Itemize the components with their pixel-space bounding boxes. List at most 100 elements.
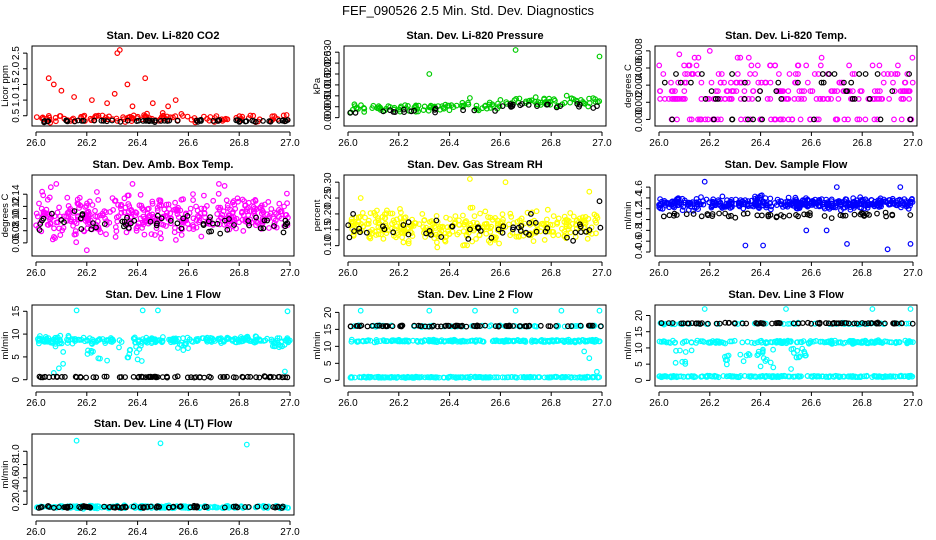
data-point [874, 88, 881, 94]
data-point [502, 179, 509, 186]
data-point [204, 338, 211, 345]
data-point [40, 192, 47, 199]
data-point-secondary [865, 320, 872, 327]
data-point [132, 209, 139, 216]
data-point [45, 75, 52, 82]
data-point [679, 358, 686, 365]
data-point-secondary [725, 320, 732, 326]
data-point [785, 116, 792, 123]
data-point [389, 210, 396, 217]
data-point-secondary [251, 118, 257, 125]
data-point-secondary [78, 226, 85, 232]
data-point-secondary [207, 214, 214, 221]
data-point [904, 338, 911, 345]
y-axis-label: ml/min [0, 461, 11, 489]
y-tick-label: 0.025 [323, 50, 334, 75]
data-point [892, 71, 899, 77]
data-point [594, 374, 601, 381]
data-point-secondary [63, 117, 70, 124]
data-point-secondary [709, 211, 716, 217]
y-tick-label: 10 [11, 328, 22, 340]
data-point [159, 338, 166, 345]
data-point-secondary [500, 223, 507, 230]
data-point [489, 338, 496, 345]
data-point [165, 201, 172, 208]
data-point-secondary [363, 229, 370, 236]
data-point [672, 88, 678, 94]
data-point [592, 217, 599, 224]
x-tick-label: 26.6 [802, 138, 822, 149]
x-tick-label: 26.4 [751, 398, 771, 409]
data-point [365, 337, 372, 344]
x-tick-label: 26.4 [440, 268, 460, 279]
data-point-secondary [387, 107, 393, 114]
data-point [266, 225, 272, 231]
data-point-secondary [281, 118, 288, 125]
data-point [165, 103, 172, 110]
x-tick-label: 26.0 [338, 138, 358, 149]
data-point [445, 228, 451, 235]
data-point [376, 105, 382, 112]
data-point-secondary [214, 117, 221, 124]
data-point [763, 373, 770, 379]
data-point-secondary [537, 322, 544, 329]
data-point [507, 232, 514, 239]
data-point [757, 373, 763, 380]
data-point [65, 208, 72, 215]
data-point-secondary [492, 107, 499, 114]
data-point [831, 374, 837, 380]
data-point [400, 239, 407, 246]
data-point [34, 213, 41, 220]
data-point [879, 374, 886, 380]
data-point [889, 197, 896, 204]
data-point [193, 224, 200, 231]
data-point-secondary [374, 322, 381, 329]
y-tick-label: 0.000 [634, 106, 645, 131]
data-point [797, 339, 804, 345]
data-point-secondary [194, 503, 201, 510]
data-point [767, 195, 774, 202]
data-point [401, 374, 407, 381]
data-point [39, 188, 45, 195]
data-point [900, 95, 907, 102]
data-point-secondary [831, 71, 838, 77]
data-point-secondary [710, 116, 717, 123]
y-tick-label: 0 [323, 377, 334, 383]
data-point [141, 231, 148, 238]
data-point [728, 79, 734, 86]
data-point [200, 335, 207, 342]
data-point [277, 342, 284, 349]
x-tick-label: 26.4 [128, 398, 148, 409]
data-point-secondary [820, 79, 827, 86]
data-point [688, 339, 695, 346]
data-point [780, 321, 787, 327]
data-point-secondary [725, 213, 732, 220]
data-point-secondary [829, 320, 836, 327]
data-point [240, 227, 247, 234]
points-layer [656, 48, 916, 123]
y-tick-label: 15 [634, 326, 645, 338]
data-point-secondary [685, 320, 692, 327]
data-point-secondary [793, 211, 799, 218]
y-tick-label: 1.2 [634, 201, 645, 215]
data-point-secondary [262, 373, 269, 380]
data-point [252, 198, 259, 204]
data-point-secondary [862, 71, 869, 77]
data-point [596, 307, 603, 314]
chart-title: Stan. Dev. Li-820 CO2 [107, 30, 220, 42]
data-point-secondary [167, 217, 174, 224]
data-point-secondary [101, 503, 107, 510]
data-point [38, 205, 45, 212]
data-point [86, 198, 93, 205]
data-point [565, 339, 572, 345]
data-point [129, 103, 136, 110]
data-point-secondary [741, 95, 748, 102]
data-point [514, 218, 521, 225]
data-point [876, 62, 883, 69]
data-point [844, 240, 850, 247]
data-point [462, 374, 469, 381]
chart-title: Stan. Dev. Line 1 Flow [105, 289, 221, 301]
data-point-secondary [350, 210, 357, 217]
data-point-secondary [49, 210, 55, 217]
data-point [544, 206, 551, 213]
